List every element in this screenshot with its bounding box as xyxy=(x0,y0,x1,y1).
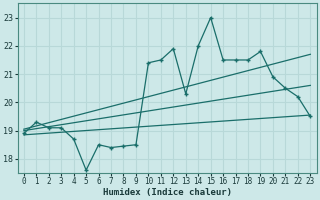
X-axis label: Humidex (Indice chaleur): Humidex (Indice chaleur) xyxy=(103,188,232,197)
